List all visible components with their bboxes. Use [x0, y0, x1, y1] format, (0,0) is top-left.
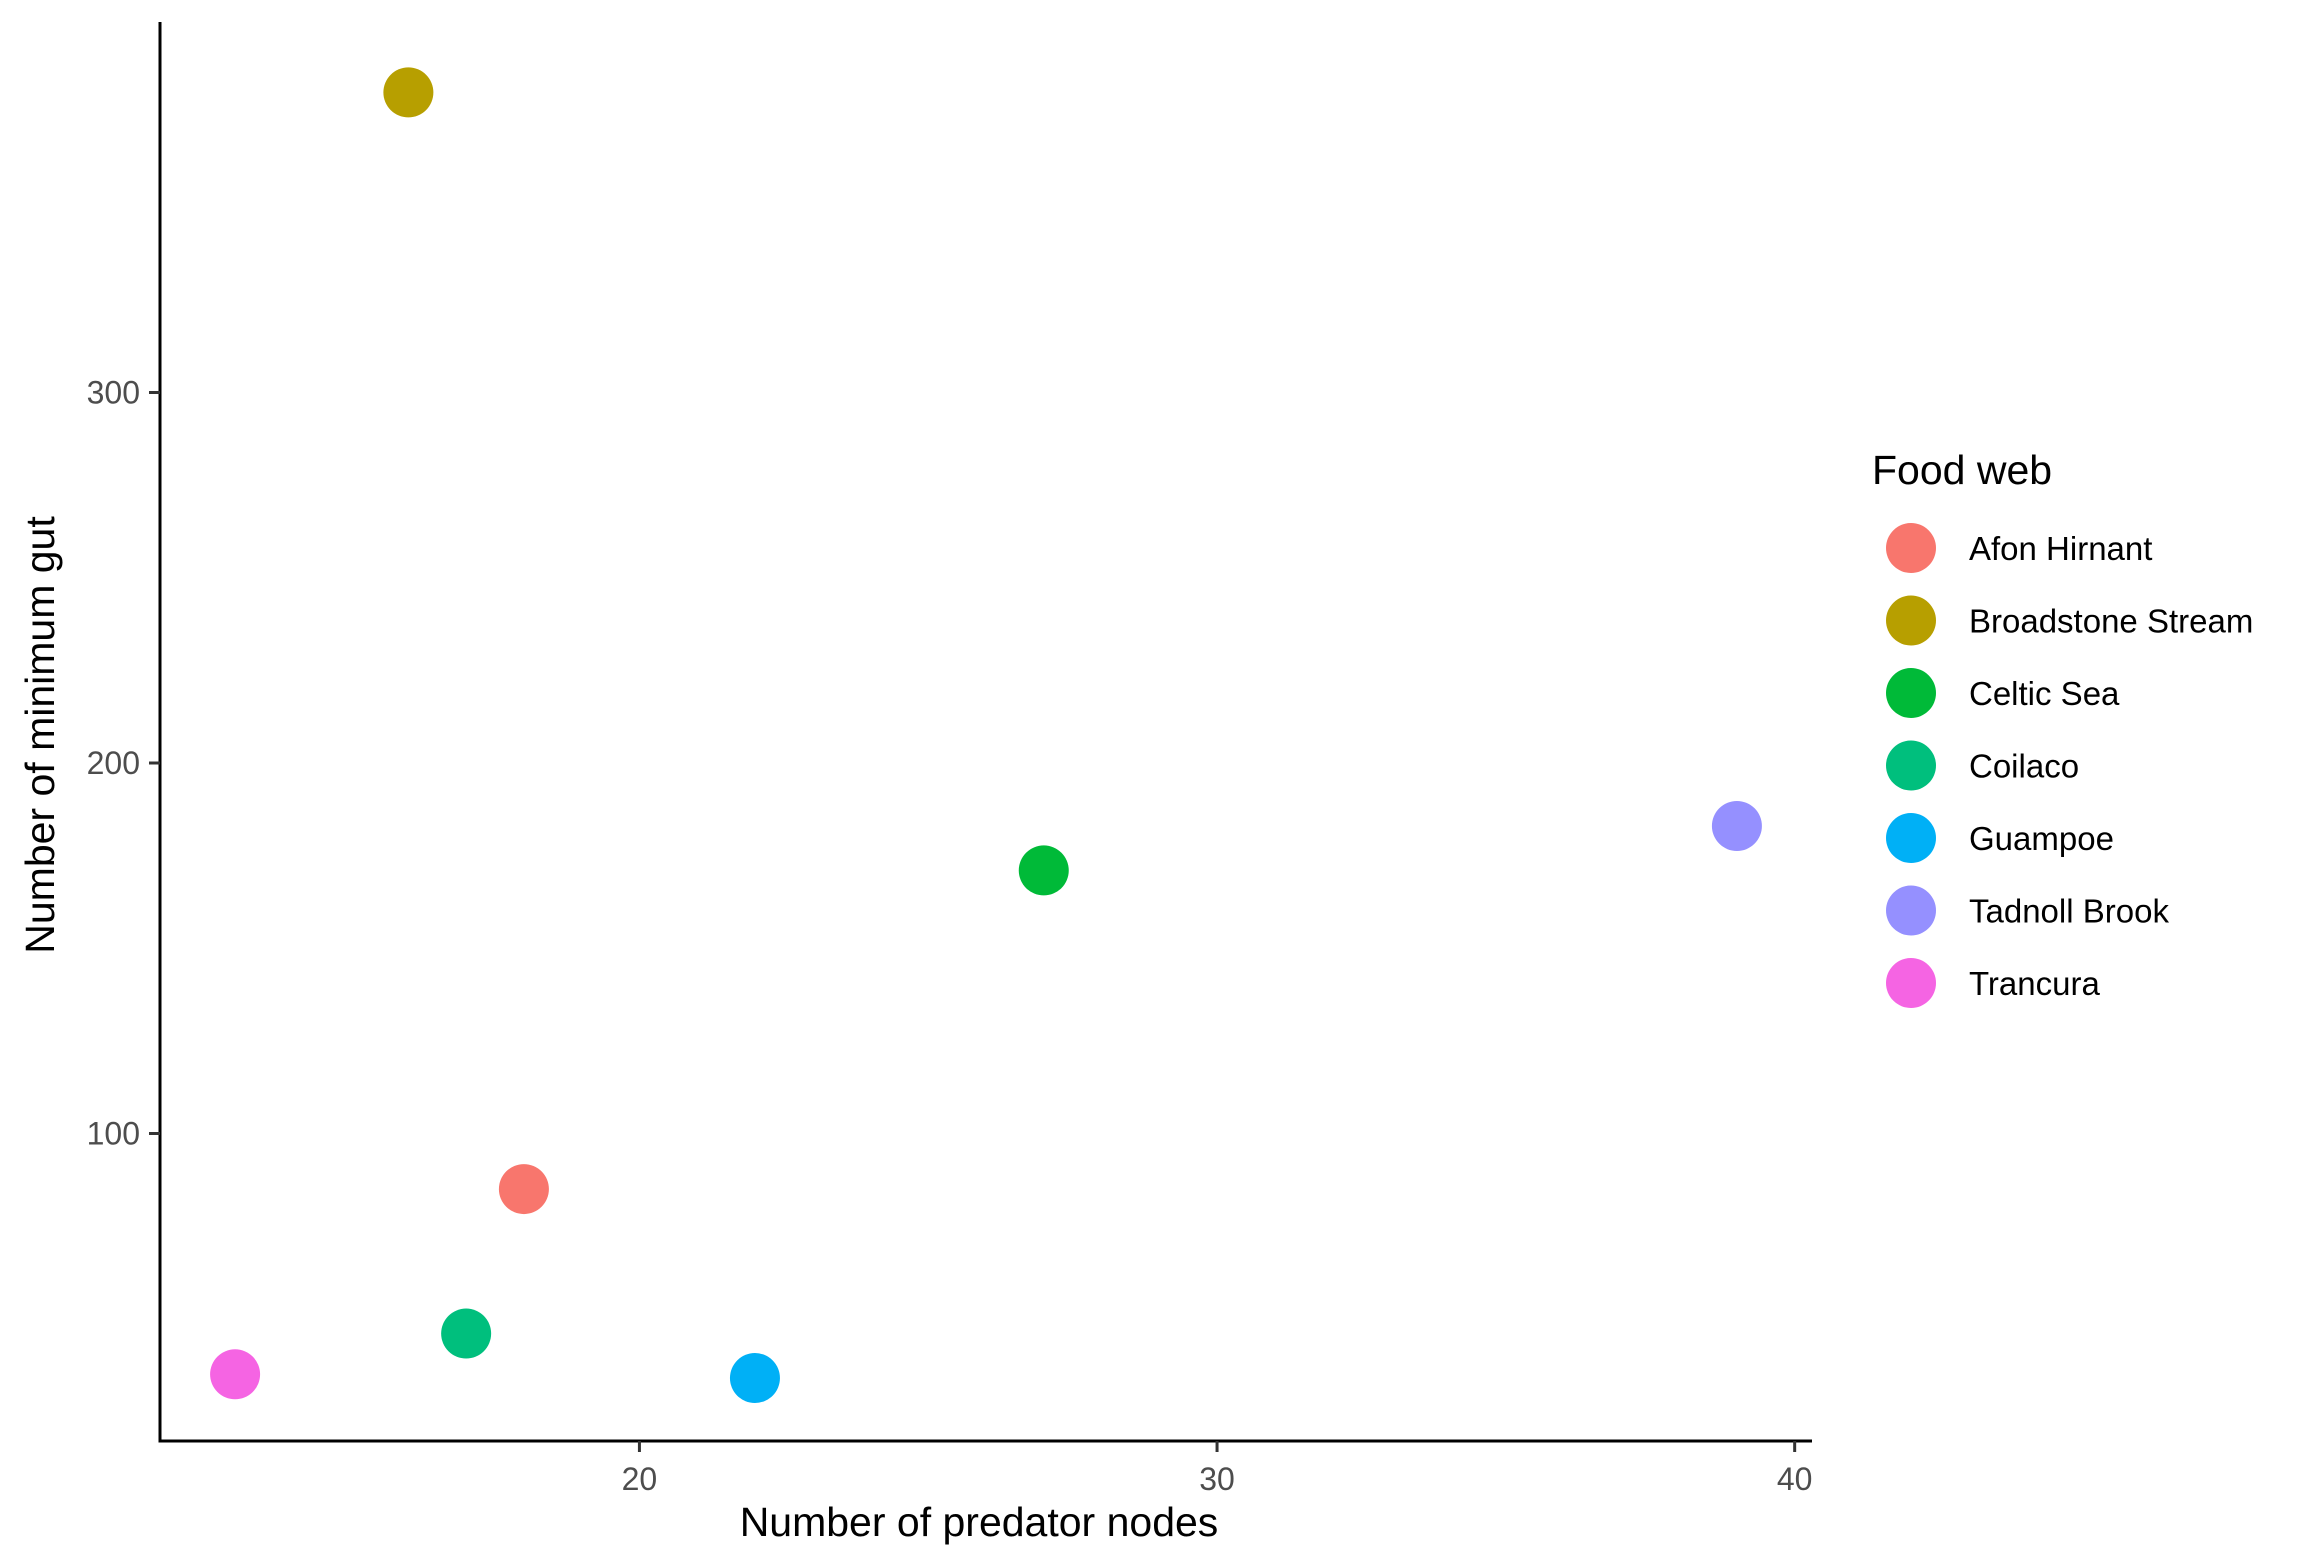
- data-point-coilaco: [441, 1308, 492, 1359]
- legend-item: Celtic Sea: [1886, 668, 2120, 718]
- legend-key: [1886, 523, 1936, 573]
- legend-items: Afon Hirnant Broadstone Stream Celtic Sea C…: [1886, 523, 2253, 1008]
- legend-key: [1886, 885, 1936, 936]
- legend-label: Broadstone Stream: [1969, 603, 2253, 640]
- legend-key: [1886, 958, 1936, 1008]
- legend-item: Tadnoll Brook: [1886, 885, 2169, 936]
- legend-title: Food web: [1872, 447, 2052, 493]
- data-point-tadnoll-brook: [1711, 800, 1762, 851]
- legend-label: Celtic Sea: [1969, 675, 2120, 712]
- legend-label: Tadnoll Brook: [1969, 893, 2169, 930]
- y-axis-title: Number of minimum gut: [17, 516, 63, 954]
- legend-label: Trancura: [1969, 965, 2100, 1002]
- data-points: [210, 67, 1762, 1404]
- legend-item: Guampoe: [1886, 813, 2114, 863]
- data-point-guampoe: [729, 1353, 780, 1404]
- x-tick-label: 20: [622, 1461, 658, 1497]
- x-tick-label: 40: [1777, 1461, 1813, 1497]
- legend-label: Afon Hirnant: [1969, 530, 2152, 567]
- legend-key: [1886, 813, 1936, 863]
- y-axis-ticks: 100 200 300: [87, 374, 160, 1151]
- legend-key: [1886, 668, 1936, 718]
- legend-label: Coilaco: [1969, 748, 2079, 785]
- legend: Food web Afon Hirnant Broadstone Stream Ce…: [1872, 447, 2253, 1008]
- data-point-celtic-sea: [1018, 845, 1069, 896]
- y-tick-label: 100: [87, 1115, 140, 1151]
- legend-key: [1886, 595, 1936, 646]
- data-point-afon-hirnant: [498, 1164, 549, 1215]
- y-tick-label: 200: [87, 745, 140, 781]
- legend-label: Guampoe: [1969, 820, 2114, 857]
- x-axis-ticks: 20 30 40: [622, 1441, 1813, 1497]
- x-tick-label: 30: [1199, 1461, 1235, 1497]
- legend-item: Trancura: [1886, 958, 2100, 1008]
- legend-key: [1886, 740, 1936, 791]
- data-point-broadstone-stream: [383, 67, 434, 118]
- data-point-trancura: [210, 1349, 261, 1400]
- x-axis-title: Number of predator nodes: [740, 1499, 1219, 1545]
- legend-item: Broadstone Stream: [1886, 595, 2253, 646]
- legend-item: Coilaco: [1886, 740, 2079, 791]
- y-tick-label: 300: [87, 374, 140, 410]
- legend-item: Afon Hirnant: [1886, 523, 2152, 573]
